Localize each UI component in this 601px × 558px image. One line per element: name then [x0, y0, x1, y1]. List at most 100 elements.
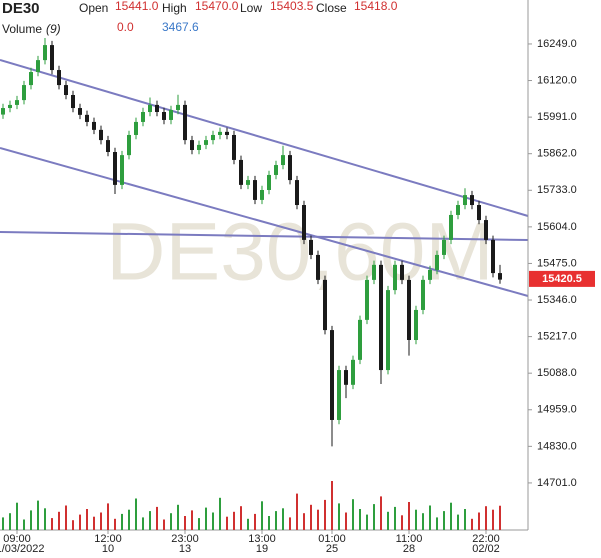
volume-bar: [373, 504, 375, 530]
y-tick-label: 15475.0: [537, 257, 577, 269]
watermark: DE30,60M: [106, 207, 493, 298]
volume-bar: [338, 503, 340, 530]
volume-bar: [191, 510, 193, 530]
candle-body: [169, 110, 173, 120]
last-price-box: [529, 270, 595, 287]
volume-bar: [9, 513, 11, 530]
info-label: Low: [240, 1, 262, 15]
volume-bar: [23, 519, 25, 530]
volume-bar: [450, 502, 452, 530]
candle-body: [344, 370, 348, 385]
volume-bar: [401, 515, 403, 530]
volume-bar: [331, 481, 333, 530]
y-tick-label: 15217.0: [537, 331, 577, 343]
candle-body: [134, 121, 138, 135]
volume-bar: [142, 517, 144, 530]
volume-bar: [317, 509, 319, 530]
volume-bar: [107, 503, 109, 530]
volume-bar: [478, 512, 480, 530]
volume-bar: [268, 516, 270, 530]
candle-body: [442, 239, 446, 255]
volume-bar: [310, 504, 312, 530]
candle-body: [449, 214, 453, 240]
volume-bar: [86, 509, 88, 530]
candle-body: [246, 180, 250, 185]
candle-body: [190, 140, 194, 151]
candle-body: [141, 112, 145, 122]
candle-body: [148, 104, 152, 113]
candle-body: [414, 309, 418, 341]
info-value: 15470.0: [195, 0, 239, 13]
y-tick-label: 14701.0: [537, 477, 577, 489]
candle-body: [225, 131, 229, 135]
x-tick-label: 12:00 10: [94, 533, 122, 555]
y-tick-label: 14959.0: [537, 404, 577, 416]
candle-body: [64, 85, 68, 95]
volume-bar: [240, 506, 242, 530]
candle-body: [204, 140, 208, 145]
candle-body: [85, 114, 89, 122]
x-tick-label: 23:00 13: [171, 533, 199, 555]
candle-body: [22, 85, 26, 101]
volume-bar: [65, 505, 67, 530]
y-tick-label: 15862.0: [537, 148, 577, 160]
candle-body: [400, 264, 404, 280]
volume-bar: [128, 509, 130, 530]
candle-body: [407, 279, 411, 341]
volume-bar: [275, 511, 277, 530]
info-label: Open: [79, 1, 108, 15]
info-label: High: [162, 1, 187, 15]
volume-bar: [492, 509, 494, 530]
volume-bar: [51, 518, 53, 530]
trend-line: [0, 147, 529, 297]
candle-body: [78, 108, 82, 115]
volume-bar: [100, 512, 102, 530]
volume-bar: [387, 511, 389, 530]
volume-bar: [485, 506, 487, 530]
last-price-label: 15420.5: [542, 273, 582, 285]
candle-body: [15, 100, 19, 105]
volume-bar: [324, 499, 326, 530]
volume-bar: [205, 507, 207, 530]
candle-body: [484, 220, 488, 240]
y-tick-label: 15088.0: [537, 367, 577, 379]
symbol: DE30: [2, 0, 40, 17]
volume-bar: [345, 512, 347, 530]
candle-body: [232, 134, 236, 160]
x-tick-label: 22:00 02/02: [472, 533, 500, 555]
candle-body: [127, 134, 131, 156]
volume-bar: [219, 497, 221, 530]
volume-bar: [198, 518, 200, 530]
volume-bar: [58, 511, 60, 530]
candle-body: [491, 239, 495, 274]
volume-bar: [499, 505, 501, 530]
volume-bar: [212, 512, 214, 530]
candle-body: [386, 290, 390, 371]
x-tick-label: 11:00 28: [396, 533, 423, 555]
candle-body: [365, 279, 369, 320]
volume-bar: [156, 506, 158, 530]
candle-body: [253, 180, 257, 200]
volume-bar: [226, 516, 228, 530]
candle-body: [260, 189, 264, 200]
candle-body: [379, 264, 383, 371]
y-tick-label: 16249.0: [537, 38, 577, 50]
x-tick-label: 13:00 19: [248, 533, 276, 555]
volume-bar: [247, 518, 249, 530]
candle-body: [99, 129, 103, 141]
volume-bar: [457, 514, 459, 530]
volume-bar: [296, 493, 298, 530]
volume-bar: [2, 517, 4, 530]
volume-bar: [30, 510, 32, 530]
volume-bar: [16, 502, 18, 530]
volume-bar: [135, 498, 137, 530]
volume-bar: [303, 513, 305, 530]
candle-body: [456, 205, 460, 215]
candle-body: [330, 330, 334, 420]
candle-body: [351, 359, 355, 385]
candle-body: [218, 131, 222, 135]
volume-ma: 3467.6: [162, 20, 199, 34]
volume-bar: [72, 520, 74, 530]
volume-bar: [408, 502, 410, 530]
